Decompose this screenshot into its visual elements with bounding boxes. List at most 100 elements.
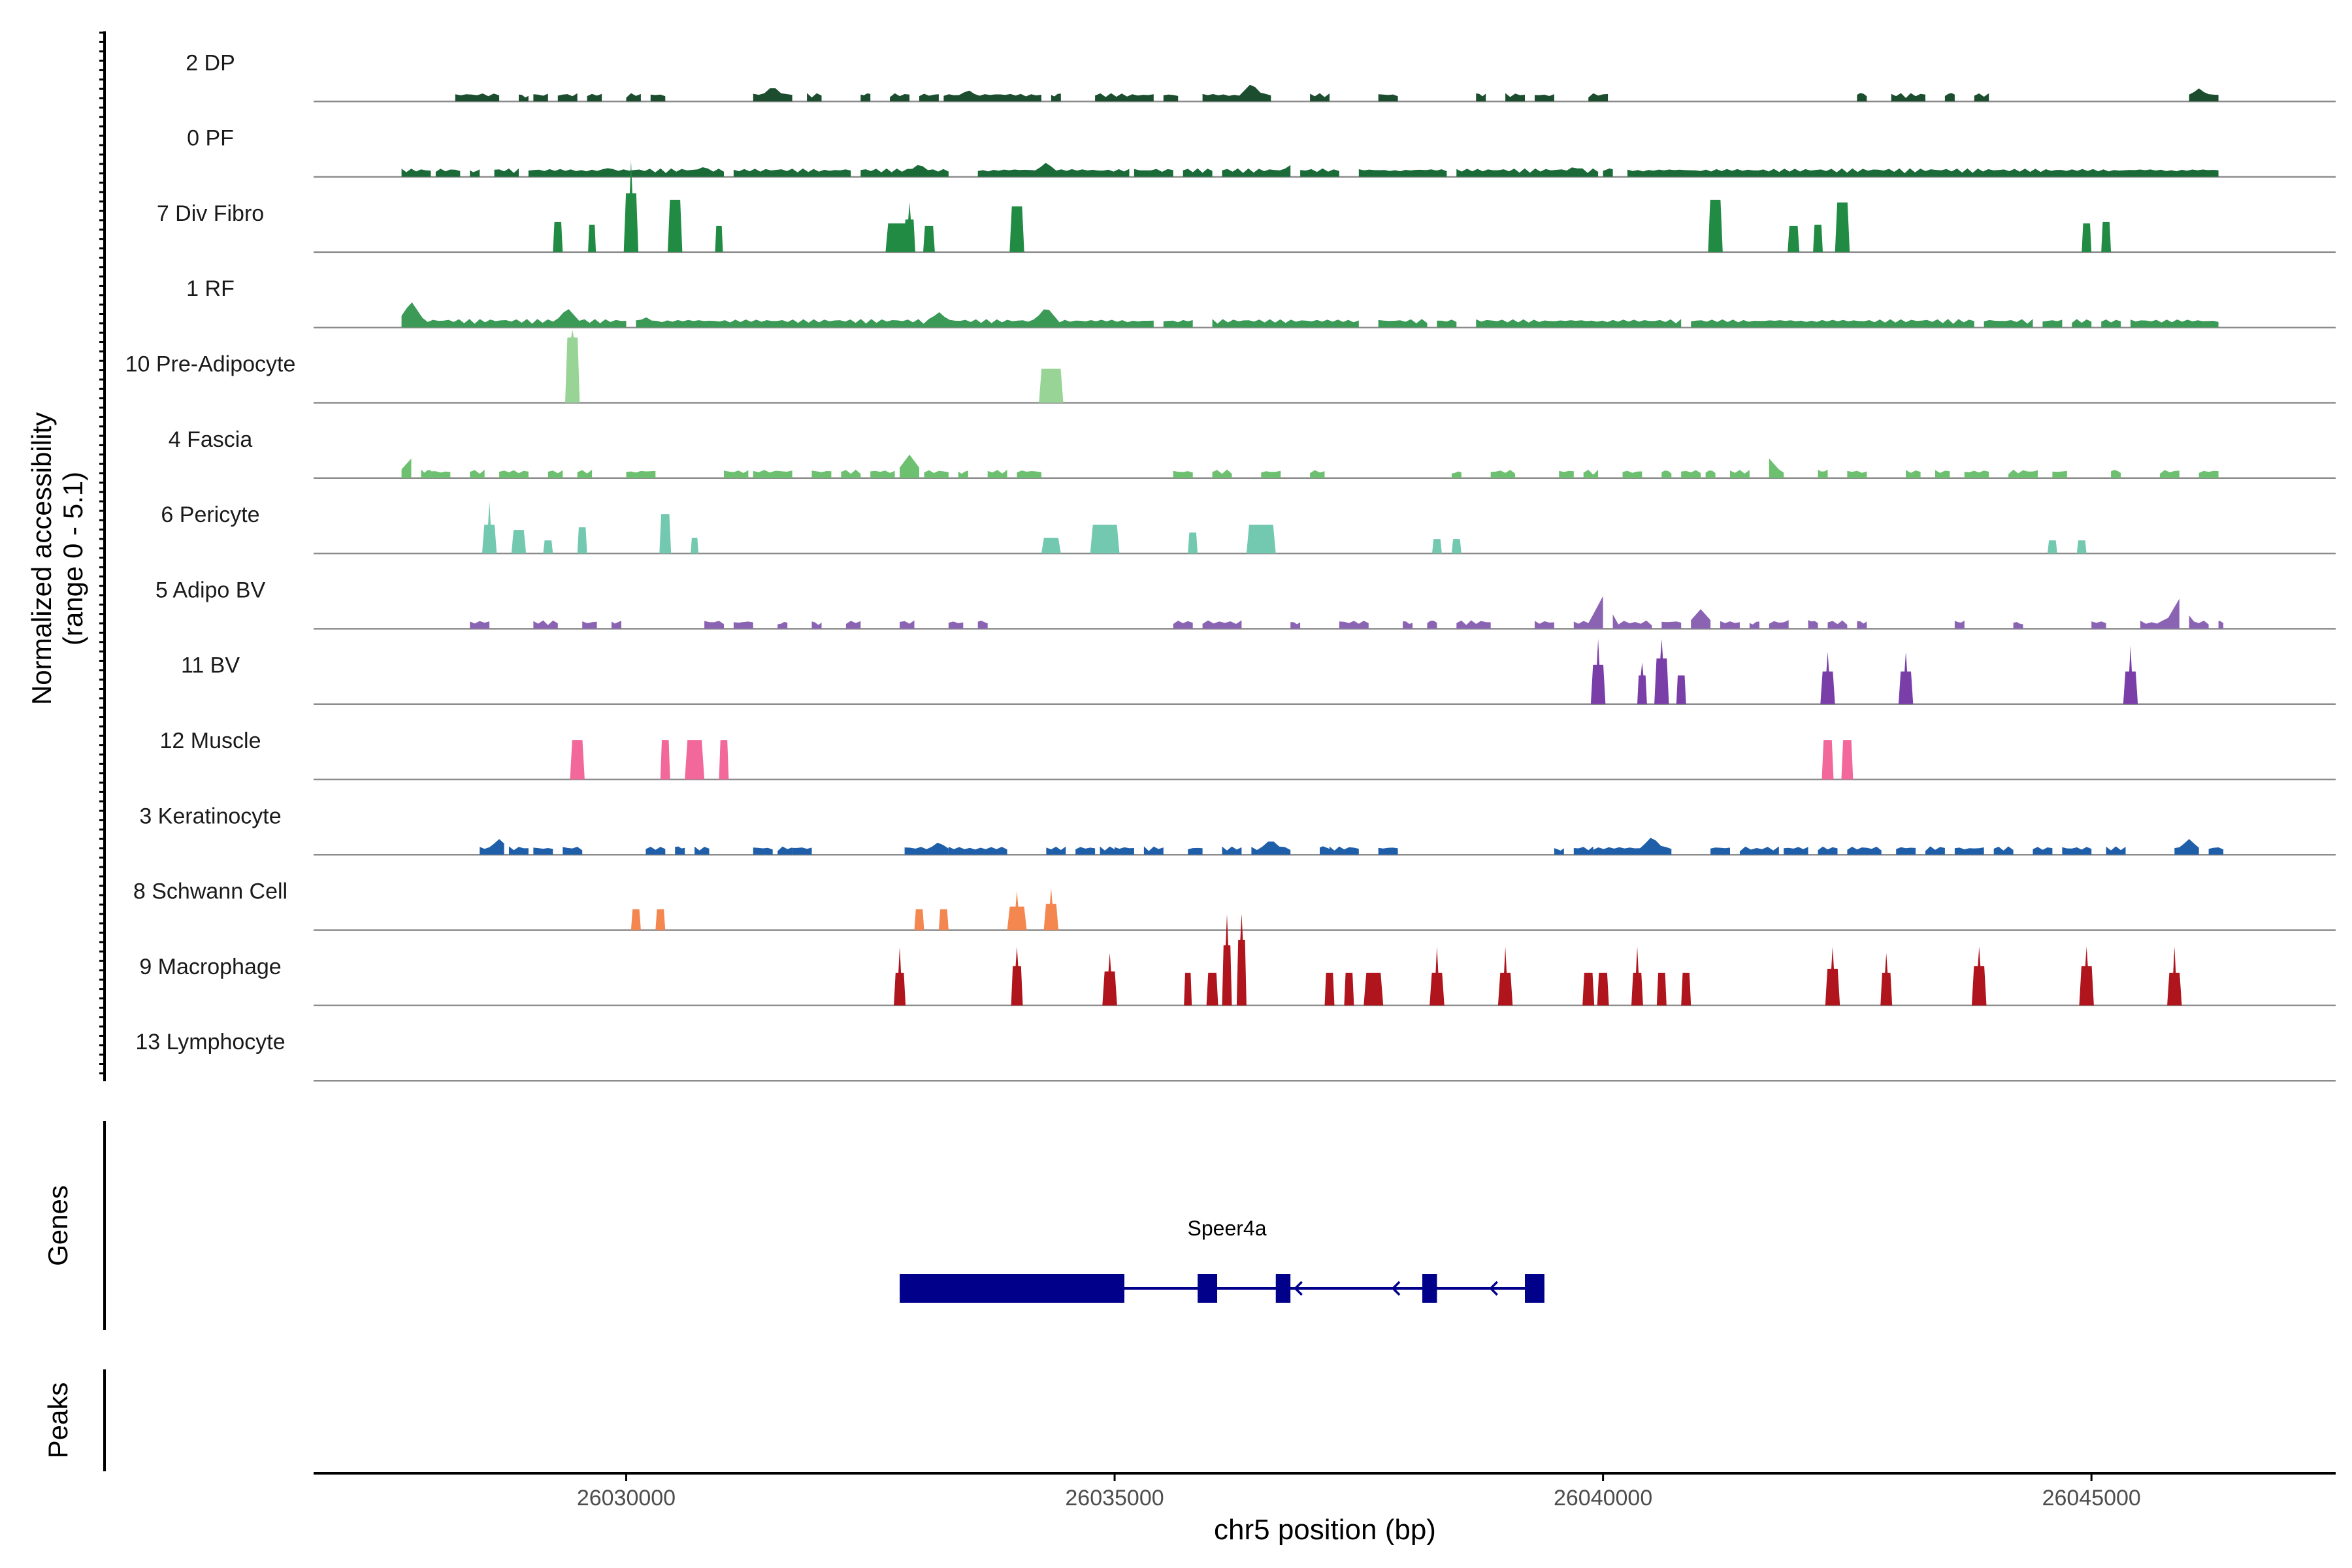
accessibility-peak (2101, 221, 2112, 252)
genes-panel-label: Genes (42, 1185, 73, 1266)
accessibility-peak (588, 224, 596, 252)
accessibility-peak (1324, 972, 1335, 1005)
coverage-tracks: 2 DP 0 PF 7 Div Fibro 1 RF 10 Pre-Adipocyte 4… (125, 50, 2336, 1082)
coverage-segment (1212, 319, 1359, 328)
coverage-segment (1437, 319, 1457, 328)
x-tick-label: 26035000 (1065, 1486, 1164, 1511)
accessibility-peak (1681, 972, 1691, 1005)
coverage-segment (2174, 839, 2199, 855)
coverage-segment (1739, 846, 1779, 855)
accessibility-peak (1090, 525, 1120, 554)
gene-exon (1525, 1274, 1544, 1303)
accessibility-peak (1222, 913, 1232, 1005)
accessibility-peak (1039, 368, 1064, 403)
coverage-segment (1378, 847, 1398, 855)
coverage-segment (2062, 847, 2092, 855)
coverage-segment (694, 846, 710, 855)
accessibility-peak (685, 740, 705, 779)
coverage-segment (1622, 470, 1642, 478)
coverage-segment (612, 621, 621, 629)
accessibility-peak (894, 946, 906, 1005)
coverage-segment (704, 621, 724, 629)
gene-exon (1275, 1274, 1291, 1303)
track-0-pf: 0 PF (187, 126, 2336, 178)
track-label: 6 Pericyte (161, 502, 259, 527)
accessibility-peak (659, 514, 672, 554)
coverage-segment (1827, 620, 1848, 629)
track-label: 5 Adipo BV (155, 578, 266, 602)
strand-arrow (1294, 1281, 1303, 1296)
coverage-segment (2091, 621, 2106, 629)
coverage-segment (1818, 846, 1838, 855)
coverage-segment (1115, 847, 1134, 855)
coverage-segment (943, 90, 1041, 102)
coverage-segment (675, 846, 685, 855)
y-axis-range-label: (range 0 - 5.1) (57, 472, 88, 645)
coverage-segment (2008, 469, 2038, 478)
accessibility-peak (1676, 675, 1686, 704)
accessibility-peak (1590, 638, 1606, 704)
coverage-segment (1378, 319, 1428, 328)
track-2-dp: 2 DP (186, 50, 2336, 103)
accessibility-peak (2079, 946, 2094, 1005)
coverage-segment (1769, 620, 1789, 629)
accessibility-peak (1432, 539, 1442, 554)
accessibility-peak (1102, 953, 1117, 1005)
track-9-macrophage: 9 Macrophage (139, 913, 2336, 1007)
coverage-segment (587, 93, 602, 102)
coverage-segment (494, 168, 519, 177)
coverage-segment (2042, 319, 2063, 328)
coverage-segment (1476, 319, 1682, 328)
coverage-segment (533, 620, 558, 629)
coverage-segment (1769, 458, 1784, 478)
coverage-segment (1310, 93, 1330, 102)
coverage-segment (977, 620, 988, 629)
coverage-segment (1051, 93, 1061, 102)
track-label: 0 PF (187, 126, 234, 151)
track-13-lymphocyte: 13 Lymphocyte (135, 1030, 2336, 1082)
accessibility-peak (655, 909, 666, 930)
coverage-segment (401, 169, 431, 177)
coverage-segment (1456, 167, 1599, 177)
coverage-segment (977, 163, 1130, 177)
accessibility-peak (1637, 662, 1647, 704)
coverage-segment (480, 839, 504, 855)
x-axis-title: chr5 position (bp) (1214, 1514, 1436, 1546)
coverage-segment (1681, 470, 1701, 478)
coverage-segment (1075, 847, 1096, 855)
coverage-segment (948, 847, 1007, 855)
coverage-segment (924, 470, 949, 478)
coverage-segment (645, 847, 666, 855)
coverage-segment (1095, 93, 1154, 102)
coverage-segment (1290, 622, 1301, 629)
coverage-segment (1378, 94, 1398, 102)
coverage-segment (792, 847, 812, 855)
coverage-segment (636, 309, 1154, 328)
track-label: 4 Fascia (169, 427, 253, 452)
coverage-segment (1310, 470, 1325, 478)
accessibility-peak (2047, 540, 2057, 554)
coverage-segment (1954, 847, 1984, 855)
coverage-segment (2131, 319, 2219, 328)
coverage-segment (626, 93, 641, 102)
coverage-segment (2218, 621, 2224, 629)
accessibility-peak (543, 540, 553, 554)
coverage-segment (1173, 470, 1193, 478)
accessibility-peak (914, 909, 924, 930)
coverage-segment (1330, 846, 1359, 855)
strand-arrow (1391, 1281, 1401, 1296)
accessibility-peak (623, 160, 639, 252)
track-label: 13 Lymphocyte (135, 1030, 285, 1054)
accessibility-peak (1184, 972, 1192, 1005)
accessibility-peak (885, 223, 910, 252)
accessibility-peak (2123, 645, 2138, 704)
coverage-segment (807, 93, 822, 102)
coverage-segment (577, 470, 593, 478)
coverage-segment (958, 470, 968, 478)
accessibility-peak (482, 501, 497, 554)
coverage-segment (455, 93, 500, 102)
coverage-segment (1251, 841, 1291, 855)
coverage-segment (1818, 469, 1828, 478)
coverage-segment (1974, 93, 1989, 102)
